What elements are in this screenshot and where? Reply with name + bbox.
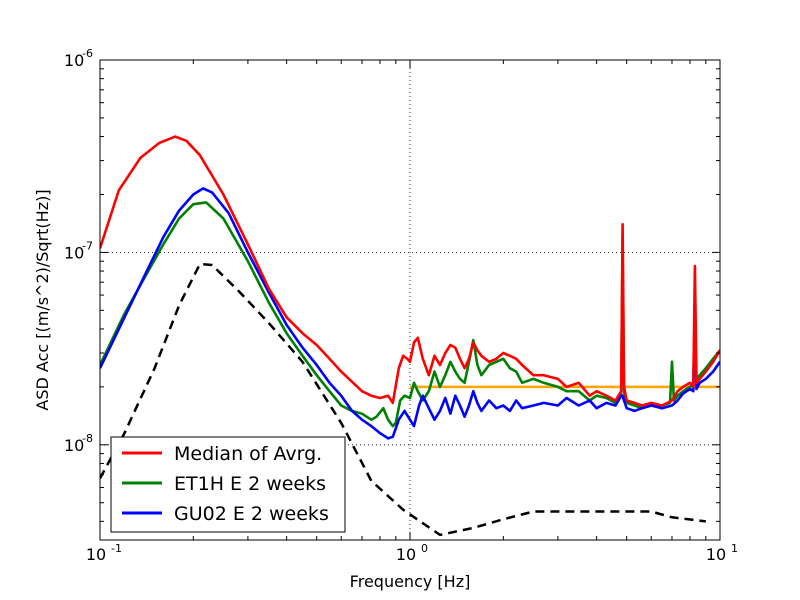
series-line-low-noise-model — [100, 262, 706, 537]
series-line-gu02-e-2-weeks — [100, 187, 720, 440]
legend-label-gu02: GU02 E 2 weeks — [174, 503, 329, 525]
y-tick-exponent-2: -6 — [82, 47, 93, 60]
series-line-median-of-avrg — [100, 135, 720, 407]
x-tick-exponent-2: 1 — [731, 542, 738, 555]
y-tick-label-2: 10 — [64, 51, 84, 70]
y-tick-exponent-0: -8 — [82, 432, 93, 445]
y-tick-exponent-1: -7 — [82, 239, 93, 252]
y-tick-label-1: 10 — [64, 243, 84, 262]
legend: Median of Avrg. ET1H E 2 weeks GU02 E 2 … — [110, 436, 346, 533]
x-tick-label-2: 10 — [706, 545, 726, 564]
x-axis-label: Frequency [Hz] — [350, 572, 471, 591]
y-axis-label: ASD Acc [(m/s^2)/Sqrt(Hz)] — [33, 189, 52, 410]
x-tick-exponent-0: -1 — [111, 542, 122, 555]
legend-label-et1h: ET1H E 2 weeks — [174, 473, 326, 495]
y-tick-label-0: 10 — [64, 436, 84, 455]
x-tick-label-1: 10 — [396, 545, 416, 564]
legend-label-median: Median of Avrg. — [174, 443, 322, 465]
x-tick-label-0: 10 — [86, 545, 106, 564]
grid-lines — [100, 60, 720, 540]
axis-ticks: 10 -1 10 0 10 110-810-710-6 — [64, 47, 738, 564]
series-lines — [100, 135, 720, 537]
x-tick-exponent-1: 0 — [421, 542, 428, 555]
